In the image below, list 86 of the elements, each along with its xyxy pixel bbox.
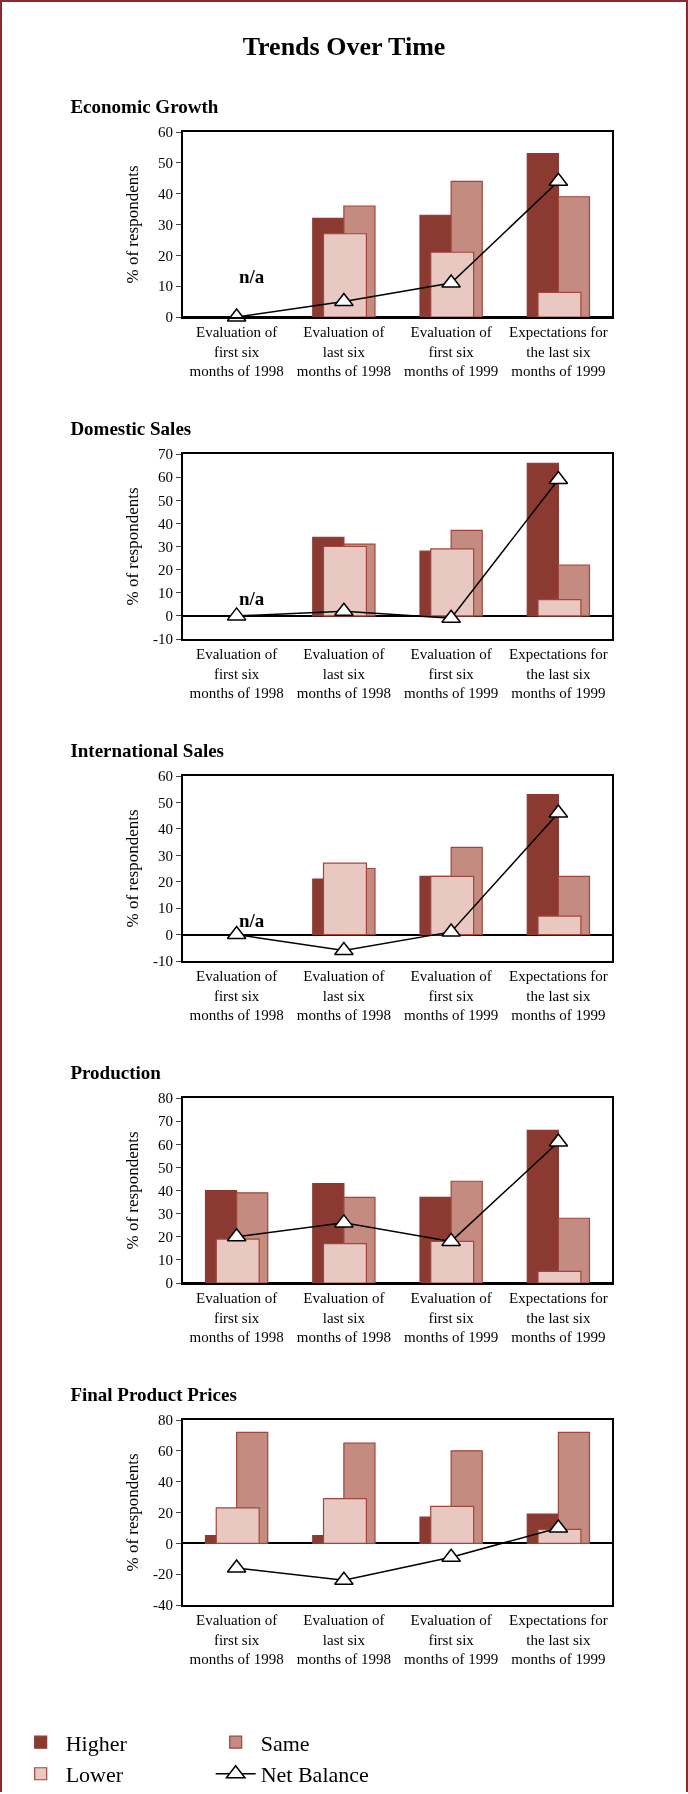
x-tick-label: Evaluation of last six months of 1998 — [296, 968, 391, 1023]
x-tick-label: Evaluation of first six months of 1999 — [404, 968, 499, 1023]
y-tick-label: 10 — [158, 900, 173, 917]
y-tick-label: 0 — [165, 1275, 173, 1292]
x-tick-label: Evaluation of last six months of 1998 — [296, 1612, 391, 1667]
y-tick-label: 70 — [158, 1113, 173, 1130]
text: Trends Over Time — [241, 31, 447, 63]
y-tick-label: 0 — [165, 309, 173, 326]
annotation: n/a — [239, 910, 265, 931]
y-tick-label: 30 — [158, 847, 173, 864]
bar — [526, 1129, 559, 1283]
y-tick-label: 60 — [158, 1136, 173, 1153]
x-tick-label: Expectations for the last six months of 1999 — [509, 1290, 608, 1345]
y-tick-label: 60 — [158, 1443, 173, 1460]
y-tick-label: 20 — [158, 247, 173, 264]
legend-label: Higher — [65, 1730, 128, 1756]
y-tick-label: 50 — [158, 794, 173, 811]
y-tick-label: -10 — [153, 631, 173, 648]
x-tick-label: Evaluation of first six months of 1999 — [404, 1290, 499, 1345]
y-tick-label: 20 — [158, 1229, 173, 1245]
y-tick-label: 40 — [158, 515, 173, 532]
y-axis-title: % of respondents — [123, 1131, 142, 1250]
y-tick-label: 10 — [158, 1252, 173, 1269]
legend-label: Lower — [65, 1762, 124, 1788]
chart-title: Production — [70, 1061, 162, 1083]
y-tick-label: 70 — [158, 446, 173, 463]
x-tick-label: Evaluation of first six months of 1998 — [189, 646, 284, 701]
point — [333, 941, 354, 956]
point — [548, 470, 569, 485]
x-tick-label: Evaluation of first six months of 1999 — [404, 324, 499, 379]
y-tick-label: 20 — [158, 561, 173, 578]
y-tick-label: 30 — [158, 1205, 173, 1222]
chart-title: Economic Growth — [70, 95, 219, 117]
chart-title: Domestic Sales — [70, 417, 192, 439]
y-tick-label: 0 — [165, 926, 173, 943]
y-tick-label: 50 — [158, 155, 173, 172]
annotation: n/a — [239, 266, 265, 287]
y-tick-label: 40 — [158, 185, 173, 202]
x-tick-label: Evaluation of first six months of 1998 — [189, 968, 284, 1023]
y-tick-label: -40 — [153, 1597, 173, 1614]
y-tick-label: 20 — [158, 873, 173, 890]
y-axis-title: % of respondents — [123, 165, 142, 284]
x-tick-label: Expectations for the last six months of 1999 — [509, 968, 608, 1023]
y-tick-label: 10 — [158, 278, 173, 295]
x-tick-label: Evaluation of first six months of 1998 — [189, 1612, 284, 1667]
y-tick-label: 20 — [158, 1504, 173, 1521]
point — [333, 1571, 354, 1586]
y-axis-title: % of respondents — [123, 809, 142, 928]
y-tick-label: 80 — [158, 1090, 173, 1107]
y-tick-label: 50 — [158, 492, 173, 509]
y-axis-title: % of respondents — [123, 1453, 142, 1572]
point — [333, 292, 354, 307]
y-tick-label: 0 — [165, 1535, 173, 1552]
point — [548, 172, 569, 187]
y-tick-label: 30 — [158, 216, 173, 233]
annotation: n/a — [239, 588, 265, 609]
legend-label: Net Balance — [260, 1762, 369, 1788]
chart-title: International Sales — [70, 739, 225, 761]
legend-label: Same — [260, 1730, 310, 1756]
chart-title: Final Product Prices — [70, 1383, 237, 1405]
x-tick-label: Evaluation of last six months of 1998 — [296, 324, 391, 379]
y-tick-label: -20 — [153, 1566, 173, 1583]
x-tick-label: Evaluation of first six months of 1999 — [404, 1612, 499, 1667]
y-tick-label: 80 — [158, 1412, 173, 1429]
point — [226, 925, 247, 940]
y-tick-label: 40 — [158, 821, 173, 838]
x-tick-label: Expectations for the last six months of 1999 — [509, 1612, 608, 1667]
x-tick-label: Expectations for the last six months of 1999 — [509, 646, 608, 701]
point — [441, 1232, 462, 1247]
y-tick-label: 30 — [158, 538, 173, 555]
y-tick-label: 0 — [165, 608, 173, 625]
x-tick-label: Evaluation of first six months of 1999 — [404, 646, 499, 701]
x-tick-label: Evaluation of first six months of 1998 — [189, 1290, 284, 1345]
y-tick-label: -10 — [153, 953, 173, 970]
x-tick-label: Expectations for the last six months of 1999 — [509, 324, 608, 379]
y-tick-label: 40 — [158, 1182, 173, 1199]
y-tick-label: 40 — [158, 1473, 173, 1490]
x-tick-label: Evaluation of first six months of 1998 — [189, 324, 284, 379]
y-tick-label: 60 — [158, 768, 173, 785]
y-tick-label: 50 — [158, 1159, 173, 1176]
y-axis-title: % of respondents — [123, 487, 142, 606]
y-tick-label: 10 — [158, 585, 173, 601]
x-tick-label: Evaluation of last six months of 1998 — [296, 646, 391, 701]
y-tick-label: 60 — [158, 124, 173, 141]
y-tick-label: 60 — [158, 469, 173, 486]
x-tick-label: Evaluation of last six months of 1998 — [296, 1290, 391, 1345]
